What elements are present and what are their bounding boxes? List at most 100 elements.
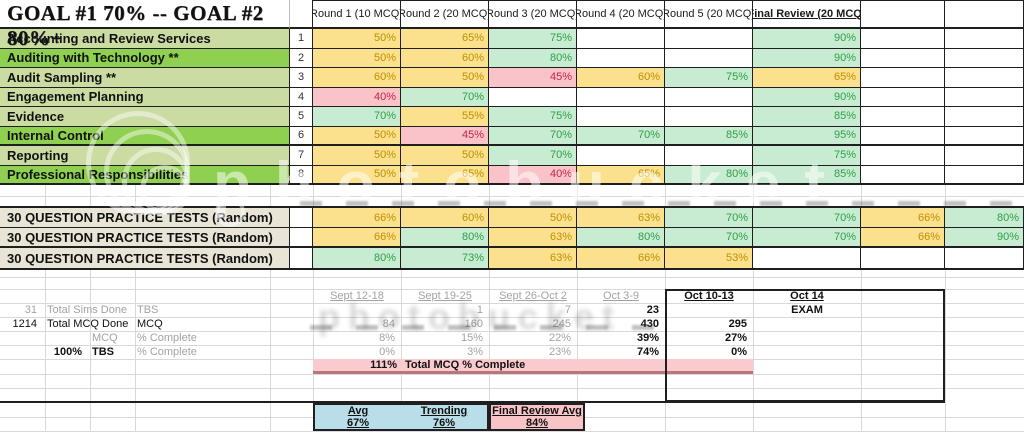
practice-grade-cell[interactable]: 66% bbox=[861, 228, 945, 248]
progress-value-cell[interactable]: 15% bbox=[460, 332, 483, 344]
practice-test-label-cell[interactable]: 30 QUESTION PRACTICE TESTS (Random) bbox=[0, 248, 290, 270]
progress-value-cell[interactable]: 430 bbox=[640, 318, 659, 330]
grade-cell[interactable] bbox=[665, 29, 753, 49]
grade-cell[interactable] bbox=[665, 146, 753, 166]
total-mcq-complete-bar[interactable]: 111% Total MCQ % Complete bbox=[313, 359, 753, 374]
grade-cell[interactable]: 75% bbox=[489, 107, 577, 127]
grade-cell[interactable]: 50% bbox=[401, 68, 489, 88]
grade-cell[interactable] bbox=[861, 165, 945, 185]
practice-grade-cell[interactable] bbox=[861, 248, 945, 270]
row-label-cell[interactable]: Accounting and Review Services bbox=[0, 29, 290, 49]
practice-grade-cell[interactable]: 73% bbox=[401, 248, 489, 270]
practice-grade-cell[interactable]: 80% bbox=[945, 206, 1024, 228]
round-header-cell[interactable] bbox=[945, 0, 1024, 29]
grade-cell[interactable]: 70% bbox=[577, 126, 665, 146]
row-label-cell[interactable]: Reporting bbox=[0, 146, 290, 166]
grade-cell[interactable] bbox=[577, 107, 665, 127]
progress-value-cell[interactable]: 3% bbox=[467, 346, 483, 358]
progress-value-cell[interactable]: 74% bbox=[636, 346, 659, 358]
grade-cell[interactable] bbox=[577, 29, 665, 49]
grade-cell[interactable]: 50% bbox=[401, 146, 489, 166]
week-header-cell[interactable]: Sept 19-25 bbox=[418, 290, 472, 302]
round-header-cell[interactable]: Final Review (20 MCQ) bbox=[753, 0, 861, 29]
left-sub-label-cell[interactable]: TBS bbox=[92, 346, 114, 358]
progress-value-cell[interactable]: 23 bbox=[646, 304, 659, 316]
practice-grade-cell[interactable]: 80% bbox=[577, 228, 665, 248]
grade-cell[interactable]: 50% bbox=[313, 146, 401, 166]
grade-cell[interactable]: 50% bbox=[313, 165, 401, 185]
grade-cell[interactable] bbox=[665, 107, 753, 127]
grade-cell[interactable]: 60% bbox=[577, 68, 665, 88]
grade-cell[interactable]: 45% bbox=[489, 68, 577, 88]
grade-cell[interactable]: 70% bbox=[489, 126, 577, 146]
practice-row-number-cell[interactable] bbox=[290, 248, 313, 270]
left-label-cell[interactable]: Total Sims Done bbox=[47, 304, 128, 316]
practice-grade-cell[interactable]: 60% bbox=[401, 206, 489, 228]
grade-cell[interactable]: 85% bbox=[753, 165, 861, 185]
grade-cell[interactable] bbox=[945, 126, 1024, 146]
grade-cell[interactable] bbox=[489, 87, 577, 107]
grade-cell[interactable]: 70% bbox=[313, 107, 401, 127]
grade-cell[interactable] bbox=[945, 68, 1024, 88]
row-number-cell[interactable]: 1 bbox=[290, 29, 313, 49]
practice-grade-cell[interactable]: 63% bbox=[489, 228, 577, 248]
grade-cell[interactable]: 75% bbox=[489, 29, 577, 49]
round-header-cell[interactable]: Round 4 (20 MCQ) bbox=[577, 0, 665, 29]
week-header-cell[interactable]: Sept 26-Oct 2 bbox=[499, 290, 567, 302]
grade-cell[interactable]: 60% bbox=[401, 48, 489, 68]
practice-grade-cell[interactable] bbox=[945, 248, 1024, 270]
summary-avg-box[interactable]: Avg Trending 67% 76% bbox=[313, 403, 489, 431]
round-header-cell[interactable] bbox=[861, 0, 945, 29]
practice-grade-cell[interactable]: 66% bbox=[577, 248, 665, 270]
grade-cell[interactable]: 55% bbox=[401, 107, 489, 127]
left-sub-label-cell[interactable]: MCQ bbox=[92, 332, 118, 344]
grade-cell[interactable]: 85% bbox=[753, 107, 861, 127]
progress-value-cell[interactable]: 0% bbox=[731, 346, 747, 358]
progress-value-cell[interactable]: 295 bbox=[728, 318, 747, 330]
progress-value-cell[interactable]: 7 bbox=[564, 304, 571, 316]
left-sub-label-cell[interactable]: % Complete bbox=[137, 346, 197, 358]
grade-cell[interactable] bbox=[861, 68, 945, 88]
row-number-cell[interactable]: 8 bbox=[290, 165, 313, 185]
week-header-cell[interactable]: Oct 14 bbox=[790, 290, 824, 302]
practice-grade-cell[interactable]: 66% bbox=[313, 206, 401, 228]
grade-cell[interactable] bbox=[945, 48, 1024, 68]
grade-cell[interactable] bbox=[577, 146, 665, 166]
practice-grade-cell[interactable]: 70% bbox=[753, 206, 861, 228]
progress-value-cell[interactable]: 160 bbox=[464, 318, 483, 330]
grade-cell[interactable] bbox=[861, 107, 945, 127]
row-number-cell[interactable]: 6 bbox=[290, 126, 313, 146]
left-label-cell[interactable]: Total MCQ Done bbox=[47, 318, 129, 330]
progress-value-cell[interactable]: 0% bbox=[379, 346, 395, 358]
practice-grade-cell[interactable]: 66% bbox=[861, 206, 945, 228]
row-number-cell[interactable]: 2 bbox=[290, 48, 313, 68]
row-label-cell[interactable]: Internal Control bbox=[0, 126, 290, 146]
practice-test-label-cell[interactable]: 30 QUESTION PRACTICE TESTS (Random) bbox=[0, 206, 290, 228]
grade-cell[interactable] bbox=[577, 48, 665, 68]
left-sub-label-cell[interactable]: % Complete bbox=[137, 332, 197, 344]
grade-cell[interactable]: 90% bbox=[753, 48, 861, 68]
goal-header[interactable]: GOAL #1 70% -- GOAL #2 80%+ bbox=[7, 1, 264, 50]
row-number-cell[interactable]: 3 bbox=[290, 68, 313, 88]
row-label-cell[interactable]: Audit Sampling ** bbox=[0, 68, 290, 88]
round-header-cell[interactable]: Round 1 (10 MCQ) bbox=[313, 0, 401, 29]
left-total-cell[interactable]: 100% bbox=[53, 346, 82, 358]
grade-cell[interactable] bbox=[861, 87, 945, 107]
grade-cell[interactable]: 95% bbox=[753, 126, 861, 146]
progress-value-cell[interactable]: 245 bbox=[552, 318, 571, 330]
grade-cell[interactable]: 65% bbox=[401, 165, 489, 185]
practice-grade-cell[interactable]: 66% bbox=[313, 228, 401, 248]
practice-grade-cell[interactable]: 63% bbox=[489, 248, 577, 270]
grade-cell[interactable]: 75% bbox=[753, 146, 861, 166]
left-total-cell[interactable]: 1214 bbox=[12, 318, 37, 330]
row-number-cell[interactable]: 7 bbox=[290, 146, 313, 166]
grade-cell[interactable] bbox=[945, 146, 1024, 166]
practice-test-label-cell[interactable]: 30 QUESTION PRACTICE TESTS (Random) bbox=[0, 228, 290, 248]
grade-cell[interactable] bbox=[861, 29, 945, 49]
left-sub-label-cell[interactable]: TBS bbox=[137, 304, 159, 316]
practice-grade-cell[interactable]: 70% bbox=[665, 228, 753, 248]
row-number-header-cell[interactable] bbox=[290, 0, 313, 29]
grade-cell[interactable]: 40% bbox=[313, 87, 401, 107]
practice-grade-cell[interactable]: 90% bbox=[945, 228, 1024, 248]
grade-cell[interactable] bbox=[945, 107, 1024, 127]
